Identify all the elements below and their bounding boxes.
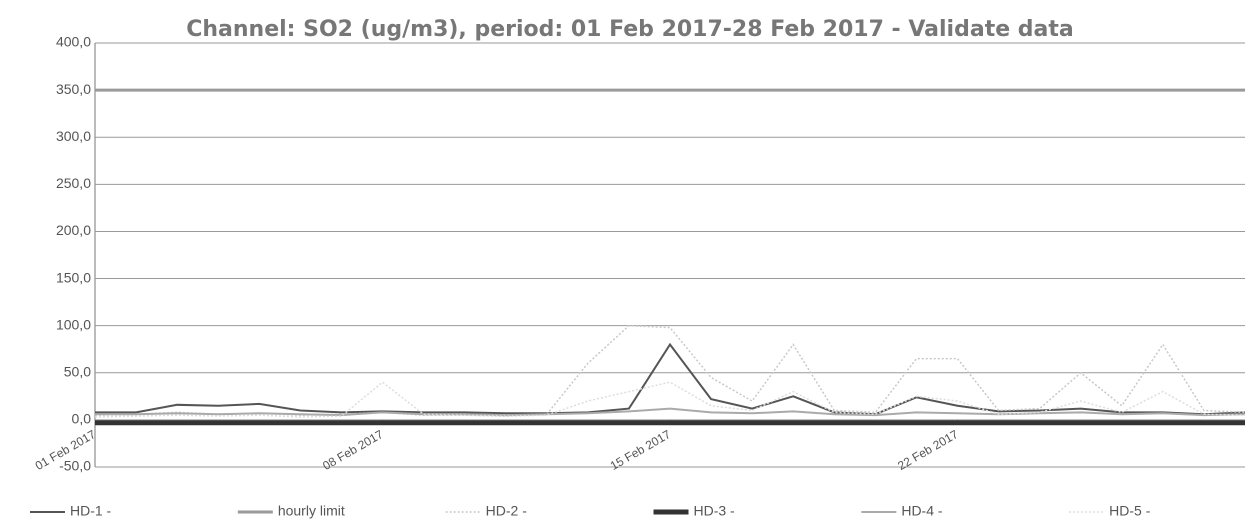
y-tick-label: 300,0: [56, 128, 91, 144]
legend-label: hourly limit: [278, 503, 345, 519]
y-tick-label: 350,0: [56, 81, 91, 97]
legend-label: HD-5 -: [1109, 503, 1151, 519]
legend-label: HD-2 -: [486, 503, 528, 519]
chart-title: Channel: SO2 (ug/m3), period: 01 Feb 201…: [186, 17, 1074, 42]
series-line: [94, 324, 1246, 417]
legend-label: HD-1 -: [70, 503, 112, 519]
x-tick-label: 15 Feb 2017: [608, 427, 674, 473]
y-tick-label: 150,0: [56, 269, 91, 285]
y-tick-label: 0,0: [72, 411, 92, 427]
y-tick-label: 100,0: [56, 316, 91, 332]
y-tick-label: -50,0: [59, 458, 91, 474]
x-tick-label: 22 Feb 2017: [895, 427, 961, 473]
x-tick-label: 08 Feb 2017: [320, 427, 386, 473]
legend-label: HD-3 -: [694, 503, 736, 519]
series-line: [94, 381, 1246, 418]
y-tick-label: 250,0: [56, 175, 91, 191]
y-tick-label: 400,0: [56, 34, 91, 50]
legend-label: HD-4 -: [901, 503, 943, 519]
series-line: [95, 407, 1246, 417]
y-tick-label: 50,0: [64, 363, 91, 379]
y-tick-label: 200,0: [56, 222, 91, 238]
series-line: [95, 342, 1246, 416]
